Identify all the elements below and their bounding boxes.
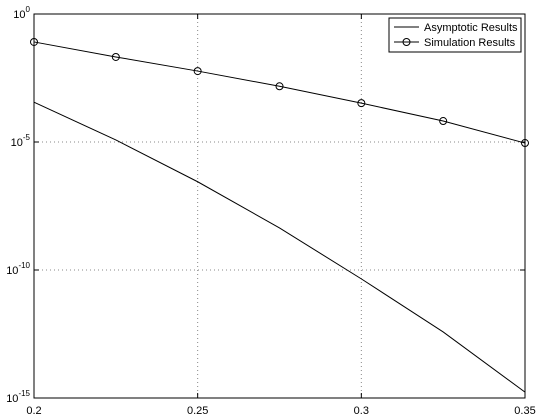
y-tick-label: 10-5 — [11, 133, 31, 149]
data-point — [111, 52, 120, 61]
data-point — [275, 82, 284, 91]
data-point — [521, 139, 529, 148]
series-line — [33, 41, 526, 144]
x-tick-label: 0.35 — [514, 405, 535, 417]
data-point — [30, 37, 38, 46]
plot-frame — [33, 13, 526, 399]
x-tick-label: 0.25 — [187, 405, 208, 417]
y-tick-label: 100 — [13, 5, 30, 21]
data-point — [439, 117, 448, 126]
series-line — [33, 101, 526, 393]
x-tick-label: 0.3 — [354, 405, 369, 417]
legend-label: Simulation Results — [424, 37, 516, 49]
legend-label: Asymptotic Results — [424, 22, 518, 34]
legend-marker — [402, 38, 411, 46]
y-tick-label: 10-10 — [6, 261, 30, 277]
x-tick-label: 0.2 — [26, 405, 41, 417]
y-tick-label: 10-15 — [6, 389, 30, 405]
data-point — [357, 99, 366, 108]
legend-box — [388, 17, 522, 53]
data-point — [193, 67, 202, 76]
